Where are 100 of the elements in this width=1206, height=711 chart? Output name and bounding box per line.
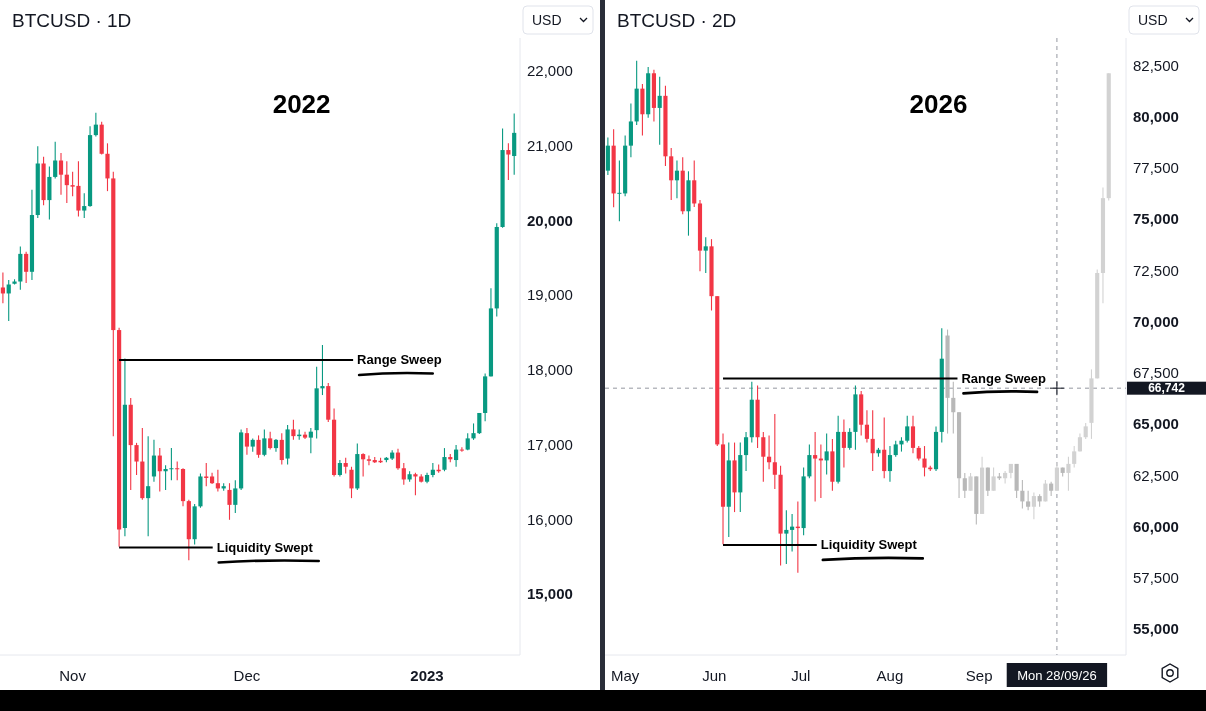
y-tick-label: 20,000 xyxy=(527,211,573,229)
candlestick xyxy=(215,469,220,492)
candlestick xyxy=(905,415,910,444)
y-tick-label: 82,500 xyxy=(1133,56,1179,74)
candlestick xyxy=(864,409,870,444)
x-tick-label: Jun xyxy=(702,666,727,684)
y-tick-label: 75,000 xyxy=(1133,210,1179,228)
candlestick xyxy=(244,427,250,456)
y-tick-label: 62,500 xyxy=(1133,466,1179,484)
y-tick-label: 21,000 xyxy=(527,137,573,155)
annotation: Liquidity Swept xyxy=(820,537,918,553)
y-tick-label: 16,000 xyxy=(527,510,573,528)
candlestick xyxy=(617,160,622,222)
y-tick-label: 22,000 xyxy=(527,62,573,80)
y-tick-label: 57,500 xyxy=(1133,569,1179,587)
candlestick xyxy=(401,462,406,486)
candlestick xyxy=(1072,445,1077,469)
x-tick-label: May xyxy=(610,666,640,684)
candlestick xyxy=(82,192,87,219)
candlestick xyxy=(349,466,354,499)
candlestick xyxy=(157,447,162,492)
y-tick-label: 80,000 xyxy=(1133,107,1179,125)
candlestick xyxy=(93,112,98,138)
y-tick-label: 19,000 xyxy=(527,286,573,304)
candlestick xyxy=(657,76,662,146)
candlestick xyxy=(302,431,308,440)
x-tick-label: Nov xyxy=(59,666,87,684)
candlestick xyxy=(442,447,447,472)
candlestick xyxy=(910,415,916,454)
candlestick xyxy=(47,165,52,221)
candlestick xyxy=(743,431,749,472)
ref-line-label: Mon 28/09/26 xyxy=(1017,667,1097,683)
y-tick-label: 70,000 xyxy=(1133,312,1179,330)
candlestick xyxy=(233,479,238,514)
annotation: Range Sweep xyxy=(357,352,442,368)
candlestick xyxy=(824,432,829,476)
y-tick-label: 18,000 xyxy=(527,361,573,379)
candlestick xyxy=(308,427,313,454)
text: 2022 xyxy=(272,89,331,119)
candlestick xyxy=(1031,491,1036,520)
candlestick xyxy=(870,409,875,472)
y-tick-label: 72,500 xyxy=(1133,261,1179,279)
candlestick xyxy=(361,452,366,478)
candlestick xyxy=(813,431,818,502)
x-tick-label: 2023 xyxy=(410,666,444,684)
candlestick xyxy=(395,448,401,471)
candlestick xyxy=(761,431,766,483)
y-axis-title: USD xyxy=(1138,12,1168,28)
candlestick xyxy=(922,445,927,477)
candlestick xyxy=(291,419,296,441)
candlestick xyxy=(985,467,990,497)
candlestick xyxy=(951,381,956,435)
candlestick xyxy=(1054,461,1059,492)
y-tick-label: 60,000 xyxy=(1133,517,1179,535)
candlestick xyxy=(58,152,64,196)
candlestick xyxy=(841,418,846,469)
candlestick xyxy=(784,509,789,565)
candlestick xyxy=(256,434,261,459)
y-tick-label: 15,000 xyxy=(527,585,573,603)
candlestick xyxy=(366,455,372,466)
x-tick-label: Jul xyxy=(791,666,811,684)
candlestick xyxy=(279,432,284,466)
y-tick-label: 55,000 xyxy=(1133,620,1179,638)
candlestick xyxy=(146,435,151,537)
candlestick xyxy=(413,472,418,496)
annotation: Liquidity Swept xyxy=(216,539,314,555)
candlestick xyxy=(459,446,464,453)
candlestick xyxy=(227,482,232,521)
candlestick xyxy=(703,236,708,274)
candlestick xyxy=(882,417,887,479)
candlestick xyxy=(674,160,680,199)
chart-title: BTCUSD · 1D xyxy=(12,9,132,31)
candlestick xyxy=(512,112,517,176)
y-axis-title: USD xyxy=(532,12,562,28)
candlestick xyxy=(320,344,325,396)
candlestick xyxy=(454,444,459,468)
candlestick xyxy=(669,147,674,201)
y-tick-label: 67,500 xyxy=(1133,364,1179,382)
candlestick xyxy=(151,439,157,483)
candlestick xyxy=(175,460,180,481)
candlestick xyxy=(1003,470,1008,485)
ref-line-label: 66,742 xyxy=(1148,381,1186,396)
candlestick xyxy=(64,160,69,204)
candlestick xyxy=(262,428,267,457)
candlestick xyxy=(692,160,697,208)
candlestick xyxy=(1066,456,1071,492)
candlestick xyxy=(847,427,852,451)
candlestick xyxy=(0,272,5,304)
x-tick-label: Aug xyxy=(876,666,904,684)
candlestick xyxy=(1026,490,1031,511)
candlestick xyxy=(24,251,29,284)
candlestick xyxy=(1020,479,1025,510)
y-tick-label: 65,000 xyxy=(1133,415,1179,433)
candlestick xyxy=(807,443,812,479)
candlestick xyxy=(506,142,511,181)
candlestick xyxy=(204,462,209,487)
candlestick xyxy=(962,472,967,499)
annotation: Range Sweep xyxy=(961,370,1047,386)
x-tick-label: Dec xyxy=(233,666,261,684)
candlestick xyxy=(772,413,777,490)
